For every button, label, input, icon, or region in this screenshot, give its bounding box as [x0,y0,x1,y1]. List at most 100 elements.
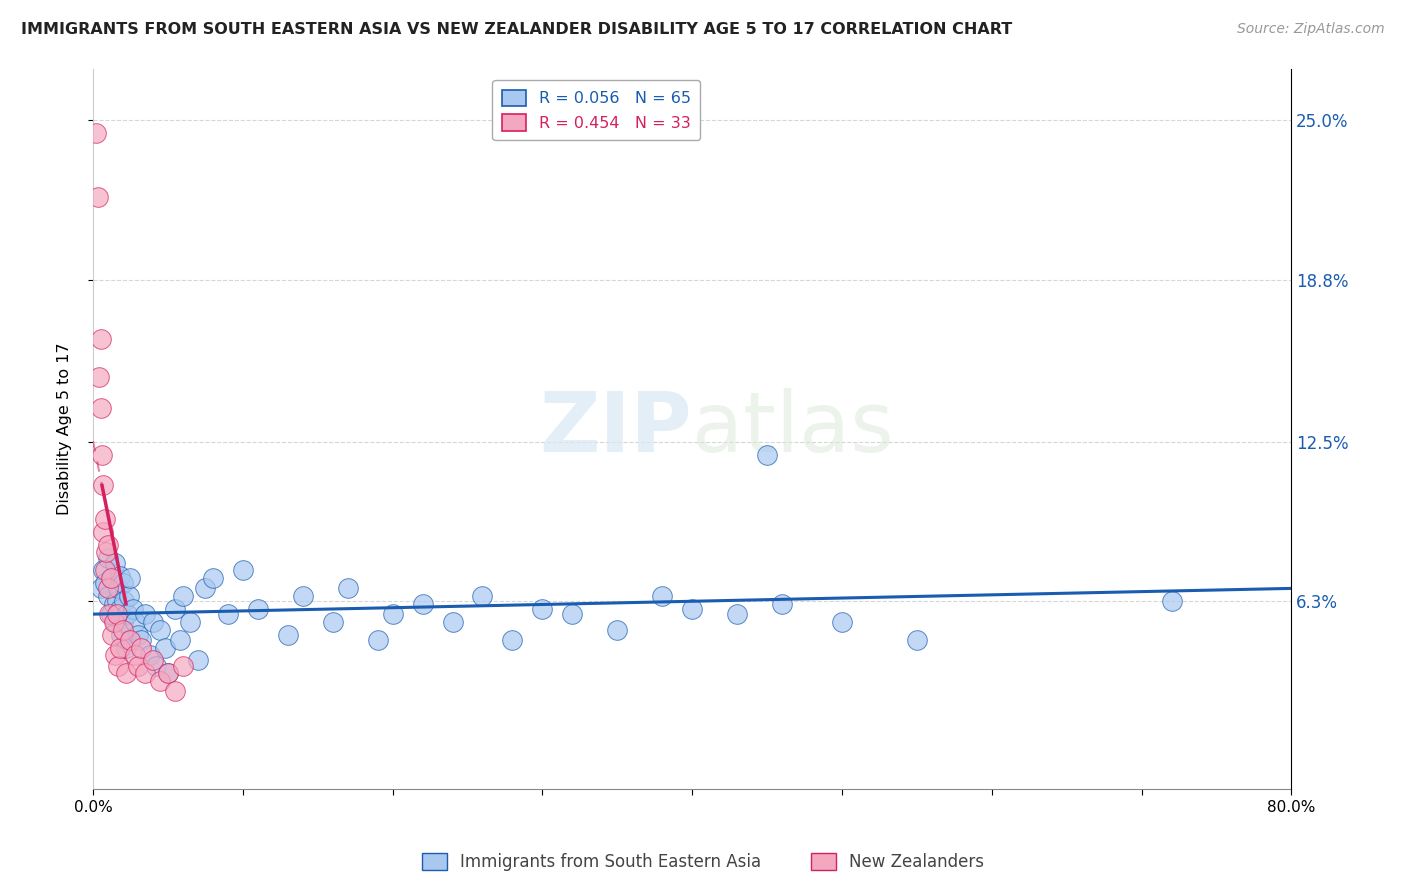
Point [107,658,129,673]
Point [100,571,122,585]
Point [129,640,152,655]
Point [367,632,389,647]
Point [531,602,554,616]
Point [561,607,583,621]
Legend: Immigrants from South Eastern Asia, New Zealanders: Immigrants from South Eastern Asia, New … [413,845,993,880]
Legend: R = 0.056   N = 65, R = 0.454   N = 33: R = 0.056 N = 65, R = 0.454 N = 33 [492,80,700,140]
Point [756,448,779,462]
Point [179,615,201,629]
Point [93,478,115,492]
Point [471,589,494,603]
Point [142,653,165,667]
Point [89,332,111,346]
Point [412,597,434,611]
Text: ZIP: ZIP [540,388,692,469]
Y-axis label: Disability Age 5 to 17: Disability Age 5 to 17 [58,343,72,516]
Point [145,658,167,673]
Point [103,615,125,629]
Point [104,648,127,663]
Point [115,666,138,681]
Point [86,190,108,204]
Point [172,589,194,603]
Point [336,582,359,596]
Point [381,607,404,621]
Point [165,602,187,616]
Text: atlas: atlas [692,388,894,469]
Point [97,582,120,596]
Point [905,632,928,647]
Point [1160,594,1182,608]
Point [139,648,162,663]
Point [108,568,131,582]
Point [94,576,117,591]
Point [153,640,176,655]
Point [606,623,628,637]
Point [117,607,139,621]
Point [127,628,149,642]
Point [651,589,673,603]
Point [156,666,179,681]
Point [101,571,124,585]
Point [142,615,165,629]
Point [108,602,131,616]
Point [127,658,149,673]
Text: Source: ZipAtlas.com: Source: ZipAtlas.com [1237,22,1385,37]
Point [84,126,107,140]
Point [97,550,120,565]
Point [104,556,127,570]
Point [91,448,114,462]
Point [120,632,142,647]
Point [124,648,146,663]
Point [105,607,128,621]
Point [194,582,217,596]
Point [156,666,179,681]
Point [129,632,152,647]
Point [165,684,187,698]
Point [217,607,239,621]
Point [104,615,127,629]
Point [105,594,128,608]
Point [115,640,138,655]
Point [201,571,224,585]
Point [149,674,172,689]
Point [134,666,156,681]
Point [100,607,122,621]
Point [124,615,146,629]
Point [96,545,118,559]
Point [232,563,254,577]
Point [94,563,117,577]
Point [681,602,703,616]
Point [501,632,523,647]
Point [120,632,142,647]
Point [120,571,142,585]
Point [187,653,209,667]
Point [831,615,853,629]
Point [108,640,131,655]
Point [149,623,172,637]
Point [103,597,125,611]
Point [114,594,136,608]
Point [122,602,145,616]
Point [725,607,748,621]
Point [291,589,314,603]
Point [97,538,120,552]
Point [441,615,464,629]
Point [110,628,132,642]
Point [172,658,194,673]
Point [101,628,124,642]
Point [93,563,115,577]
Text: IMMIGRANTS FROM SOUTH EASTERN ASIA VS NEW ZEALANDER DISABILITY AGE 5 TO 17 CORRE: IMMIGRANTS FROM SOUTH EASTERN ASIA VS NE… [21,22,1012,37]
Point [97,589,120,603]
Point [89,401,111,416]
Point [107,582,129,596]
Point [322,615,344,629]
Point [94,512,117,526]
Point [111,623,134,637]
Point [118,589,141,603]
Point [89,582,111,596]
Point [169,632,191,647]
Point [93,524,115,539]
Point [246,602,269,616]
Point [277,628,299,642]
Point [134,607,156,621]
